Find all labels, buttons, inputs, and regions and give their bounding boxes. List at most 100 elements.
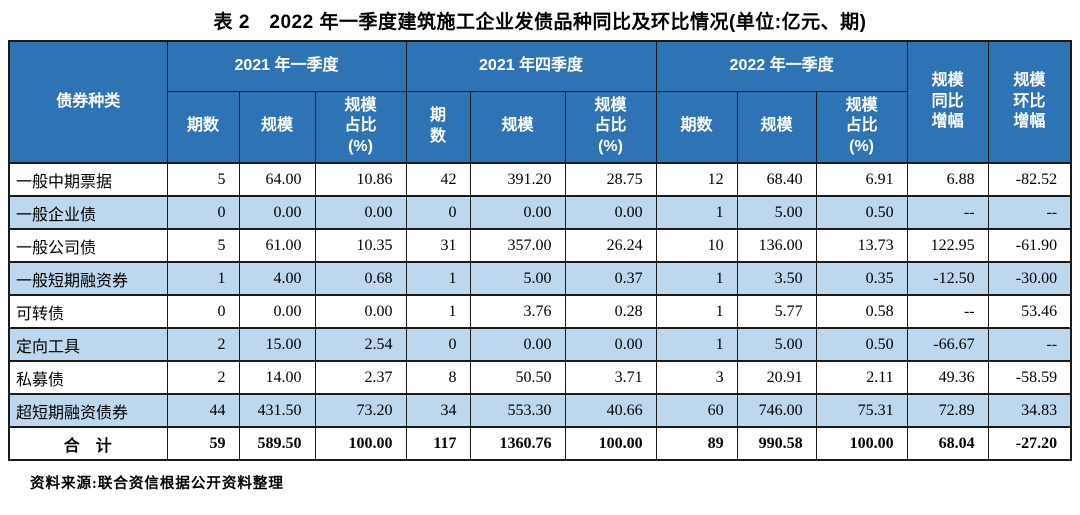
table-cell: 26.24 xyxy=(564,228,657,263)
header-group-2021q4: 2021 年四季度 xyxy=(405,40,657,92)
table-cell: 5.00 xyxy=(736,327,817,362)
row-label: 合 计 xyxy=(8,426,168,461)
table-cell: 13.73 xyxy=(815,228,908,263)
table-cell: 4.00 xyxy=(238,261,316,296)
table-cell: 357.00 xyxy=(469,228,566,263)
table-cell: 5 xyxy=(166,228,240,263)
header-2022q1-count: 期数 xyxy=(655,90,738,164)
table-cell: 2 xyxy=(166,327,240,362)
table-cell: -82.52 xyxy=(987,162,1072,197)
table-cell: 117 xyxy=(405,426,471,461)
table-cell: 3 xyxy=(655,360,738,395)
table-cell: 0.00 xyxy=(314,195,407,230)
header-2021q1-share: 规模 占比 (%) xyxy=(314,90,407,164)
table-cell: -- xyxy=(987,327,1072,362)
header-bond-type: 债券种类 xyxy=(8,40,168,164)
table-cell: 12 xyxy=(655,162,738,197)
table-cell: 1 xyxy=(655,327,738,362)
table-cell: 34 xyxy=(405,393,471,428)
table-cell: 553.30 xyxy=(469,393,566,428)
table-cell: 10.86 xyxy=(314,162,407,197)
table-cell: 6.88 xyxy=(906,162,989,197)
table-cell: 2.37 xyxy=(314,360,407,395)
table-cell: 589.50 xyxy=(238,426,316,461)
table-cell: 746.00 xyxy=(736,393,817,428)
table-cell: 2.54 xyxy=(314,327,407,362)
row-label: 超短期融资债券 xyxy=(8,393,168,428)
table-cell: 72.89 xyxy=(906,393,989,428)
table-cell: 68.04 xyxy=(906,426,989,461)
table-cell: 42 xyxy=(405,162,471,197)
header-2021q1-count: 期数 xyxy=(166,90,240,164)
table-cell: -- xyxy=(987,195,1072,230)
table-cell: 136.00 xyxy=(736,228,817,263)
table-cell: 3.50 xyxy=(736,261,817,296)
header-group-row: 债券种类 2021 年一季度 2021 年四季度 2022 年一季度 规模 同比… xyxy=(8,40,1072,164)
row-label: 定向工具 xyxy=(8,327,168,362)
table-cell: 5.00 xyxy=(736,195,817,230)
table-row: 一般企业债 0 0.00 0.00 0 0.00 0.00 1 5.00 0.50 -- -- xyxy=(8,195,1072,230)
table-cell: 34.83 xyxy=(987,393,1072,428)
table-cell: 49.36 xyxy=(906,360,989,395)
table-cell: 89 xyxy=(655,426,738,461)
table-cell: 0 xyxy=(405,327,471,362)
table-cell: 14.00 xyxy=(238,360,316,395)
header-2021q4-scale: 规模 xyxy=(469,90,566,164)
table-row: 定向工具 2 15.00 2.54 0 0.00 0.00 1 5.00 0.50 -66.67 -- xyxy=(8,327,1072,362)
table-cell: 990.58 xyxy=(736,426,817,461)
table-cell: 68.40 xyxy=(736,162,817,197)
table-cell: 0 xyxy=(166,195,240,230)
table-cell: 40.66 xyxy=(564,393,657,428)
table-cell: 20.91 xyxy=(736,360,817,395)
table-cell: 0.68 xyxy=(314,261,407,296)
table-cell: 3.71 xyxy=(564,360,657,395)
table-cell: 0 xyxy=(166,294,240,329)
table-cell: 1 xyxy=(655,195,738,230)
table-row: 一般公司债 5 61.00 10.35 31 357.00 26.24 10 136.00 13.… xyxy=(8,228,1072,263)
table-cell: 61.00 xyxy=(238,228,316,263)
header-2022q1-scale: 规模 xyxy=(736,90,817,164)
table-cell: 1360.76 xyxy=(469,426,566,461)
table-cell: 64.00 xyxy=(238,162,316,197)
table-cell: 100.00 xyxy=(815,426,908,461)
table-cell: 0.50 xyxy=(815,327,908,362)
table-cell: 6.91 xyxy=(815,162,908,197)
table-cell: 1 xyxy=(405,261,471,296)
table-cell: 1 xyxy=(655,261,738,296)
table-cell: 5 xyxy=(166,162,240,197)
table-cell: 3.76 xyxy=(469,294,566,329)
table-cell: -- xyxy=(906,294,989,329)
total-row: 合 计 59 589.50 100.00 117 1360.76 100.00 89 990.5… xyxy=(8,426,1072,461)
table-cell: 0.50 xyxy=(815,195,908,230)
header-sub-row: 期数 规模 规模 占比 (%) 期 数 规模 规模 占比 (%) 期数 规模 规… xyxy=(9,90,1071,164)
table-cell: 0 xyxy=(405,195,471,230)
header-2021q1-scale: 规模 xyxy=(238,90,316,164)
table-cell: 31 xyxy=(405,228,471,263)
table-cell: 0.00 xyxy=(238,294,316,329)
table-cell: -30.00 xyxy=(987,261,1072,296)
table-cell: 2 xyxy=(166,360,240,395)
table-cell: 0.37 xyxy=(564,261,657,296)
table-cell: 59 xyxy=(166,426,240,461)
table-cell: 100.00 xyxy=(564,426,657,461)
table-cell: 28.75 xyxy=(564,162,657,197)
table-cell: 15.00 xyxy=(238,327,316,362)
table-row: 私募债 2 14.00 2.37 8 50.50 3.71 3 20.91 2.11 49.36 -5… xyxy=(8,360,1072,395)
table-cell: 0.35 xyxy=(815,261,908,296)
table-header: 债券种类 2021 年一季度 2021 年四季度 2022 年一季度 规模 同比… xyxy=(8,40,1072,164)
table-cell: 0.00 xyxy=(469,327,566,362)
table-row: 可转债 0 0.00 0.00 1 3.76 0.28 1 5.77 0.58 -- 53.46 xyxy=(8,294,1072,329)
table-cell: -66.67 xyxy=(906,327,989,362)
table-row: 一般中期票据 5 64.00 10.86 42 391.20 28.75 12 68.40 6.9… xyxy=(8,162,1072,197)
table-cell: 1 xyxy=(166,261,240,296)
header-2022q1-share: 规模 占比 (%) xyxy=(815,90,908,164)
table-cell: 0.28 xyxy=(564,294,657,329)
table-row: 超短期融资债券 44 431.50 73.20 34 553.30 40.66 60 746.0… xyxy=(8,393,1072,428)
table-cell: 5.77 xyxy=(736,294,817,329)
header-2021q4-share: 规模 占比 (%) xyxy=(564,90,657,164)
header-yoy-change: 规模 同比 增幅 xyxy=(906,40,989,164)
table-cell: -27.20 xyxy=(987,426,1072,461)
table-cell: 100.00 xyxy=(314,426,407,461)
source-note: 资料来源:联合资信根据公开资料整理 xyxy=(30,476,284,492)
row-label: 可转债 xyxy=(8,294,168,329)
